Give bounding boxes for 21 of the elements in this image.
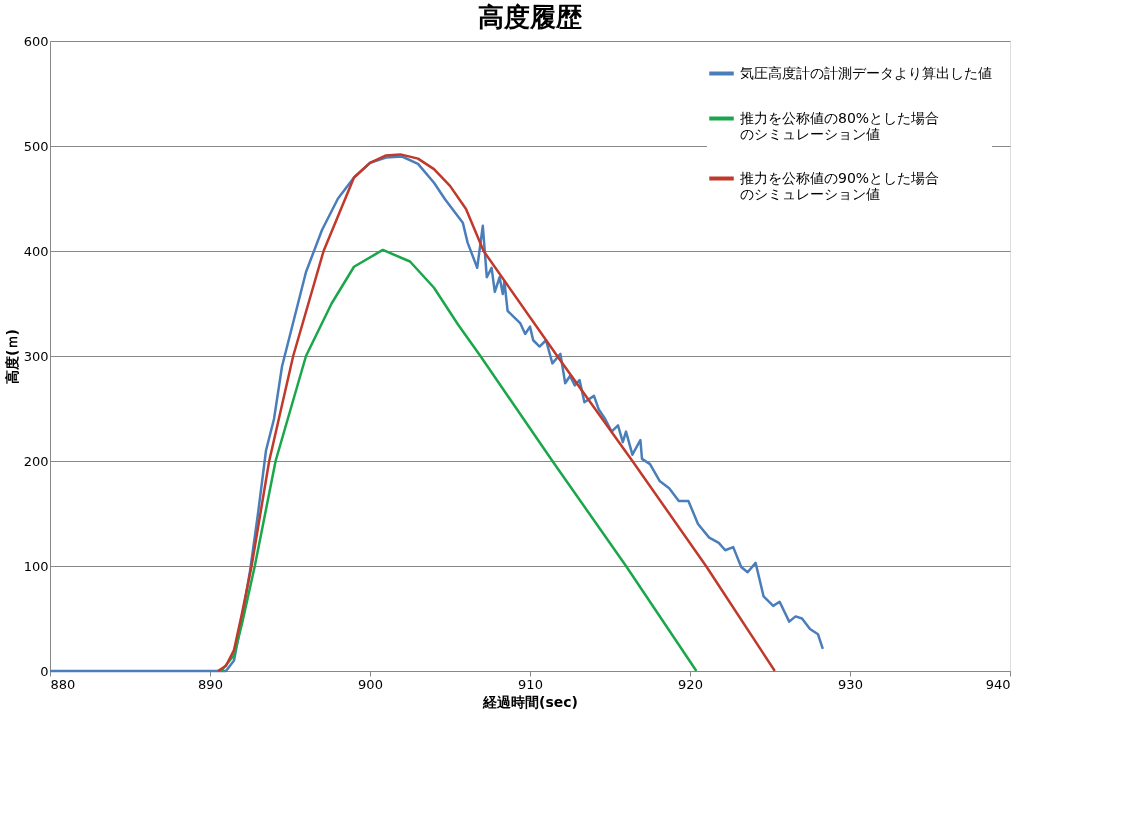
y-tick-label: 0 [40,663,49,679]
legend-label: 推力を公称値の80%とした場合のシミュレーション値 [740,109,940,142]
line-series [219,248,698,673]
y-tick-label: 400 [23,243,49,259]
chart-title: 高度履歴 [478,2,582,32]
y-tick-label: 300 [23,348,49,364]
x-tick-label: 910 [518,676,543,692]
legend-label: 推力を公称値の90%とした場合のシミュレーション値 [740,169,940,202]
y-tick-label: 500 [23,138,49,154]
x-tick-label: 890 [198,676,223,692]
y-tick-label: 100 [23,558,49,574]
x-axis-title: 経過時間(sec) [482,693,578,710]
y-tick-label: 200 [23,453,49,469]
y-tick-label: 600 [23,33,49,49]
y-axis-title: 高度(ｍ) [3,329,20,384]
x-tick-label: 930 [838,676,863,692]
x-tick-label: 920 [678,676,703,692]
legend-label: 気圧高度計の計測データより算出した値 [740,64,992,81]
x-tick-label: 900 [358,676,383,692]
x-tick-label: 940 [985,676,1011,692]
x-tick-label: 880 [50,676,76,692]
